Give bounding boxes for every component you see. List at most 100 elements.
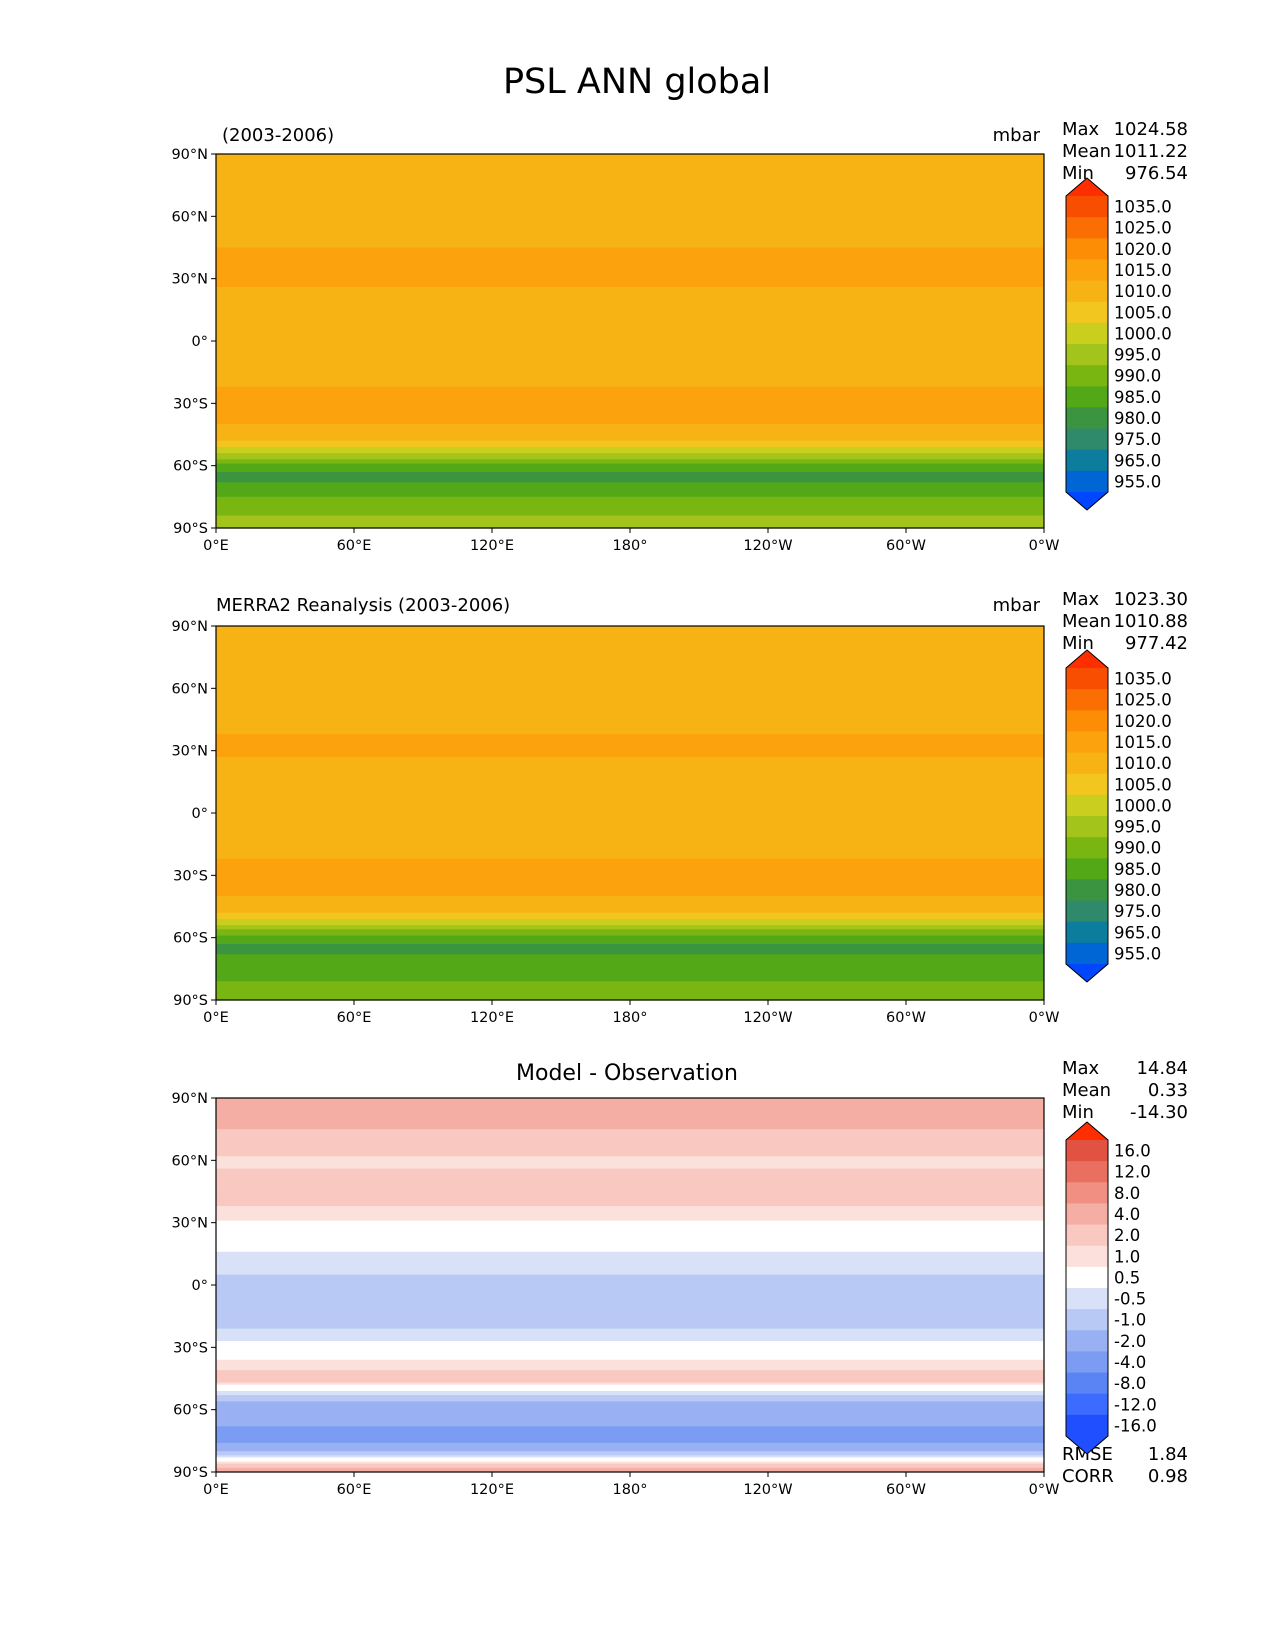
contour-band bbox=[216, 399, 1044, 402]
contour-band bbox=[216, 519, 1044, 523]
colorbar-tick-label: 1010.0 bbox=[1114, 754, 1172, 773]
contour-band bbox=[216, 1399, 1044, 1402]
contour-band bbox=[216, 800, 1044, 804]
contour-band bbox=[216, 885, 1044, 889]
contour-band bbox=[216, 1172, 1044, 1176]
contour-band bbox=[216, 245, 1044, 249]
contour-band bbox=[216, 879, 1044, 883]
colorbar-segment bbox=[1066, 942, 1108, 965]
contour-band bbox=[216, 628, 1044, 631]
contour-band bbox=[216, 392, 1044, 396]
contour-band bbox=[216, 1181, 1044, 1184]
contour-band bbox=[216, 1401, 1044, 1405]
colorbar-segment bbox=[1066, 900, 1108, 923]
contour-band bbox=[216, 1135, 1044, 1139]
contour-band bbox=[216, 918, 1044, 922]
contour-band bbox=[216, 1179, 1044, 1182]
stat-corr-label: CORR bbox=[1062, 1466, 1114, 1487]
contour-band bbox=[216, 887, 1044, 891]
contour-band bbox=[216, 1332, 1044, 1336]
contour-band bbox=[216, 1129, 1044, 1132]
contour-band bbox=[216, 1316, 1044, 1319]
contour-band bbox=[216, 235, 1044, 238]
contour-band bbox=[216, 170, 1044, 174]
colorbar-segment bbox=[1066, 794, 1108, 817]
contour-band bbox=[216, 1268, 1044, 1272]
contour-band bbox=[216, 228, 1044, 232]
x-tick-label: 0°E bbox=[203, 1010, 229, 1026]
contour-band bbox=[216, 259, 1044, 263]
contour-band bbox=[216, 987, 1044, 991]
contour-band bbox=[216, 328, 1044, 332]
contour-band bbox=[216, 232, 1044, 236]
contour-band bbox=[216, 1417, 1044, 1421]
x-tick-label: 60°E bbox=[337, 1010, 372, 1026]
colorbar-tick-label: 975.0 bbox=[1114, 902, 1161, 921]
contour-band bbox=[216, 1376, 1044, 1380]
contour-band bbox=[216, 1206, 1044, 1209]
contour-band bbox=[216, 473, 1044, 477]
contour-band bbox=[216, 1185, 1044, 1188]
contour-band bbox=[216, 476, 1044, 479]
colorbar-segment bbox=[1066, 1224, 1108, 1247]
colorbar-outline bbox=[1065, 1121, 1109, 1455]
contour-band bbox=[216, 1420, 1044, 1423]
contour-band bbox=[216, 201, 1044, 205]
contour-band bbox=[216, 1228, 1044, 1232]
colorbar-tick-label: 1005.0 bbox=[1114, 775, 1172, 794]
panel-units: mbar bbox=[993, 125, 1041, 146]
contour-band bbox=[216, 825, 1044, 829]
contour-band bbox=[216, 390, 1044, 394]
contour-band bbox=[216, 711, 1044, 714]
contour-band bbox=[216, 736, 1044, 739]
axes: 0°E 60°E 120°E 180° 120°W 60°W 0°W 90°N 60°N 30°N… bbox=[171, 147, 1059, 554]
contour-band bbox=[216, 833, 1044, 837]
stat-mean-label: Mean bbox=[1062, 1080, 1111, 1101]
x-tick-label: 120°E bbox=[470, 538, 514, 554]
contour-band bbox=[216, 199, 1044, 203]
contour-band bbox=[216, 1295, 1044, 1299]
contour-band bbox=[216, 626, 1044, 629]
contour-band bbox=[216, 453, 1044, 456]
colorbar-extend-min bbox=[1066, 492, 1108, 510]
contour-band bbox=[216, 952, 1044, 955]
colorbar-segment bbox=[1066, 365, 1108, 387]
y-tick-label: 30°N bbox=[171, 272, 208, 288]
contour-band bbox=[216, 661, 1044, 664]
contour-band bbox=[216, 162, 1044, 165]
contour-band bbox=[216, 904, 1044, 908]
contour-band bbox=[216, 1436, 1044, 1440]
colorbar-tick-label: 995.0 bbox=[1114, 818, 1161, 837]
contour-band bbox=[216, 1100, 1044, 1103]
contour-band bbox=[216, 509, 1044, 512]
contour-band bbox=[216, 817, 1044, 820]
contour-band bbox=[216, 338, 1044, 342]
contour-band bbox=[216, 962, 1044, 966]
y-tick-label: 30°N bbox=[171, 744, 208, 760]
contour-band bbox=[216, 415, 1044, 419]
contour-band bbox=[216, 407, 1044, 411]
contour-band bbox=[216, 989, 1044, 993]
contour-band bbox=[216, 860, 1044, 864]
contour-band bbox=[216, 881, 1044, 885]
contour-band bbox=[216, 908, 1044, 912]
contour-band bbox=[216, 230, 1044, 234]
contour-band bbox=[216, 1430, 1044, 1434]
contour-band bbox=[216, 395, 1044, 398]
contour-band bbox=[216, 305, 1044, 309]
contour-band bbox=[216, 1237, 1044, 1240]
contour-band bbox=[216, 960, 1044, 964]
contour-band bbox=[216, 804, 1044, 808]
contour-band bbox=[216, 1257, 1044, 1261]
contour-band bbox=[216, 702, 1044, 706]
colorbar-segment bbox=[1066, 1372, 1108, 1395]
contour-band bbox=[216, 958, 1044, 962]
contour-band bbox=[216, 270, 1044, 274]
contour-band bbox=[216, 1447, 1044, 1450]
contour-band bbox=[216, 363, 1044, 367]
contour-band bbox=[216, 1218, 1044, 1222]
x-tick-label: 120°E bbox=[470, 1010, 514, 1026]
stat-min-value: 976.54 bbox=[1125, 163, 1188, 184]
contour-band bbox=[216, 758, 1044, 762]
contour-band bbox=[216, 1106, 1044, 1109]
